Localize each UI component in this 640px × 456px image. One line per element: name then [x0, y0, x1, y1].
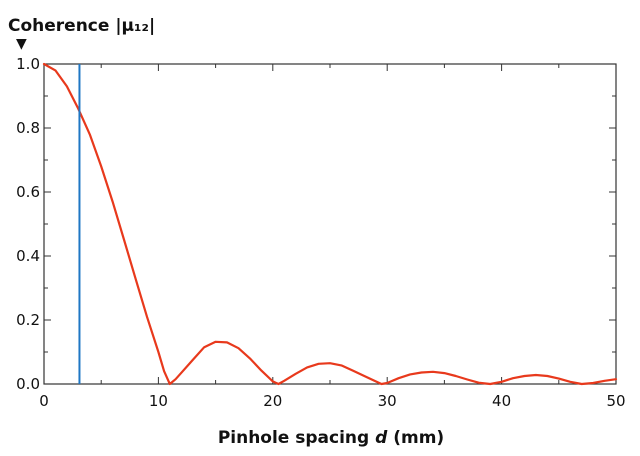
x-tick-label: 0: [39, 392, 49, 410]
y-tick-label: 0.0: [16, 375, 40, 393]
y-tick-label: 1.0: [16, 55, 40, 73]
x-tick-label: 20: [263, 392, 282, 410]
x-axis-title-part1: Pinhole spacing: [218, 428, 375, 448]
plot-area: 0 10 20 30 40 50 0.0 0.2 0.4 0.6 0.8 1.0: [16, 55, 625, 410]
x-tick-label: 10: [149, 392, 168, 410]
y-tick-label: 0.2: [16, 311, 40, 329]
y-axis-title: Coherence |μ₁₂|: [8, 16, 155, 36]
y-tick-label: 0.8: [16, 119, 40, 137]
x-axis-title: Pinhole spacing d (mm): [218, 428, 444, 448]
x-tick-label: 50: [606, 392, 625, 410]
plot-frame: [43, 63, 617, 385]
x-tick-label: 30: [378, 392, 397, 410]
x-axis-title-variable: d: [375, 428, 388, 448]
x-axis-title-part2: (mm): [387, 428, 444, 448]
y-tick-label: 0.6: [16, 183, 40, 201]
coherence-curve: [42, 62, 618, 386]
y-axis-arrow-icon: ▼: [16, 36, 27, 52]
x-tick-label: 40: [492, 392, 511, 410]
y-tick-label: 0.4: [16, 247, 40, 265]
